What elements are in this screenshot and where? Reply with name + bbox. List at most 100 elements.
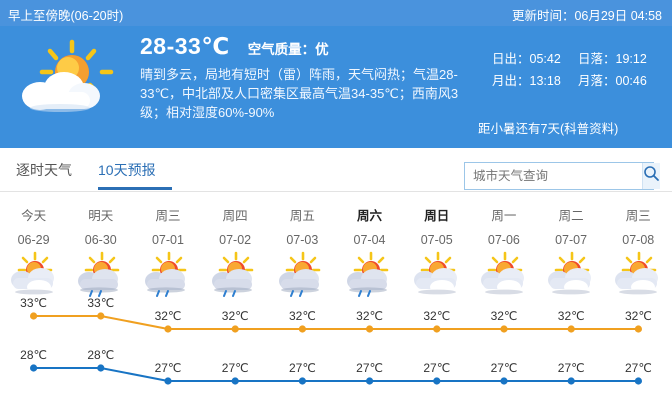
forecast-day-name: 周二 <box>558 209 584 223</box>
current-temperature: 28-33℃ <box>140 33 230 59</box>
temperature-label: 27℃ <box>356 361 383 375</box>
weather-description: 晴到多云，局地有短时（雷）阵雨，天气闷热；气温28-33℃，中北部及人口密集区最… <box>140 67 459 120</box>
sun-cloud-rain-icon <box>202 247 269 297</box>
forecast-day-date: 07-08 <box>622 233 655 247</box>
temperature-label: 27℃ <box>155 361 182 375</box>
temperature-point <box>567 325 575 333</box>
forecast-day-column[interactable]: 周四 07-02 <box>202 196 269 297</box>
temperature-label: 32℃ <box>222 309 249 323</box>
city-search-box[interactable] <box>464 162 660 190</box>
forecast-day-column[interactable]: 周二 07-07 <box>538 196 605 297</box>
search-button[interactable] <box>642 163 660 189</box>
temperature-point <box>231 377 239 385</box>
temperature-point <box>634 377 643 385</box>
forecast-day-date: 07-06 <box>487 233 520 247</box>
temperature-point <box>500 325 508 333</box>
temperature-label: 27℃ <box>289 361 316 375</box>
temperature-point <box>500 377 508 385</box>
temperature-point <box>29 364 38 372</box>
temperature-label: 32℃ <box>491 309 518 323</box>
temperature-point <box>433 325 441 333</box>
forecast-day-name: 明天 <box>88 209 114 223</box>
forecast-day-name: 周四 <box>222 209 248 223</box>
forecast-day-name: 周日 <box>424 209 450 223</box>
search-input[interactable] <box>465 163 642 189</box>
temperature-label: 27℃ <box>491 361 518 375</box>
sun-cloud-rain-icon <box>67 247 134 297</box>
temperature-point <box>97 312 105 320</box>
temperature-point <box>634 325 643 333</box>
temperature-point <box>164 325 172 333</box>
air-quality-label: 空气质量：优 <box>247 42 329 57</box>
sun-moon-panel: 日出：05:42 日落：19:12 月出：13:18 月落：00:46 <box>492 48 672 92</box>
forecast-day-date: 07-01 <box>151 233 184 247</box>
temperature-label: 32℃ <box>155 309 182 323</box>
forecast-day-name: 周六 <box>357 209 383 223</box>
forecast-day-column[interactable]: 周五 07-03 <box>269 196 336 297</box>
forecast-day-column[interactable]: 周三 07-01 <box>134 196 201 297</box>
sun-cloud-rain-icon <box>336 247 403 297</box>
temperature-point <box>97 364 105 372</box>
solar-term-link[interactable]: 距小暑还有7天(科普资料) <box>478 122 619 136</box>
sun-cloud-rain-icon <box>134 247 201 297</box>
temperature-label: 32℃ <box>423 309 450 323</box>
temperature-label: 32℃ <box>625 309 652 323</box>
sun-cloud-icon <box>470 247 537 297</box>
moonset-value: 00:46 <box>615 74 647 88</box>
forecast-day-column[interactable]: 周日 07-05 <box>403 196 470 297</box>
temperature-label: 27℃ <box>423 361 450 375</box>
temperature-point <box>298 377 306 385</box>
forecast-day-name: 周五 <box>289 209 315 223</box>
temperature-point <box>29 312 38 320</box>
temperature-label: 33℃ <box>87 296 114 310</box>
sunset-label: 日落： <box>578 52 616 66</box>
temperature-point <box>164 377 172 385</box>
forecast-day-column[interactable]: 今天 06-29 <box>0 196 67 297</box>
temperature-line <box>33 315 639 330</box>
sun-cloud-rain-icon <box>269 247 336 297</box>
update-time-label: 更新时间：06月29日 04:58 <box>511 9 662 23</box>
forecast-day-column[interactable]: 明天 06-30 <box>67 196 134 297</box>
search-icon <box>643 165 660 187</box>
temperature-label: 27℃ <box>625 361 652 375</box>
tab-hourly-weather[interactable]: 逐时天气 <box>16 162 72 178</box>
sunset-value: 19:12 <box>615 52 647 66</box>
forecast-day-date: 07-02 <box>219 233 252 247</box>
sun-cloud-icon <box>538 247 605 297</box>
moonrise-label: 月出： <box>492 74 530 88</box>
moonrise-value: 13:18 <box>529 74 561 88</box>
temperature-label: 27℃ <box>222 361 249 375</box>
forecast-day-date: 07-05 <box>420 233 453 247</box>
temperature-label: 28℃ <box>20 348 47 362</box>
forecast-day-column[interactable]: 周六 07-04 <box>336 196 403 297</box>
sunrise-value: 05:42 <box>529 52 561 66</box>
forecast-day-name: 周三 <box>155 209 181 223</box>
moonset-label: 月落： <box>578 74 616 88</box>
forecast-columns: 今天 06-29 明天 06-30 <box>0 196 672 297</box>
forecast-day-date: 07-03 <box>286 233 319 247</box>
temperature-line <box>33 367 639 382</box>
temperature-label: 32℃ <box>356 309 383 323</box>
sun-cloud-icon <box>605 247 672 297</box>
hero-main: 28-33℃ 空气质量：优 晴到多云，局地有短时（雷）阵雨，天气闷热；气温28-… <box>140 33 470 122</box>
temperature-label: 32℃ <box>558 309 585 323</box>
temperature-label: 33℃ <box>20 296 47 310</box>
temperature-point <box>231 325 239 333</box>
temperature-point <box>366 325 374 333</box>
temperature-point <box>298 325 306 333</box>
temperature-label: 28℃ <box>87 348 114 362</box>
temperature-label: 32℃ <box>289 309 316 323</box>
sun-cloud-icon <box>403 247 470 297</box>
forecast-day-column[interactable]: 周三 07-08 <box>605 196 672 297</box>
sun-cloud-icon <box>0 247 67 297</box>
temperature-label: 27℃ <box>558 361 585 375</box>
forecast-day-name: 周一 <box>491 209 517 223</box>
ten-day-forecast: 今天 06-29 明天 06-30 <box>0 196 672 407</box>
forecast-day-date: 06-30 <box>84 233 117 247</box>
forecast-day-date: 07-04 <box>353 233 386 247</box>
forecast-day-name: 周三 <box>625 209 651 223</box>
tab-ten-day-forecast[interactable]: 10天预报 <box>98 160 172 190</box>
forecast-day-column[interactable]: 周一 07-06 <box>470 196 537 297</box>
temperature-point <box>433 377 441 385</box>
